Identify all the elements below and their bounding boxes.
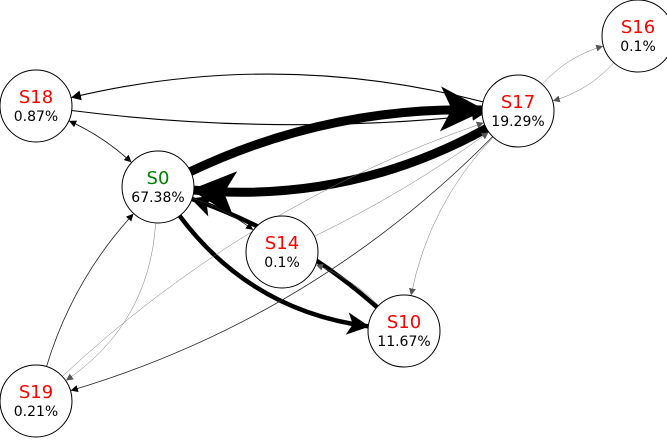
- state-circle: [0, 364, 73, 438]
- state-probability: 0.87%: [14, 109, 58, 125]
- state-label: S10: [387, 312, 421, 333]
- edge-s19-to-s0: [46, 213, 134, 367]
- state-circle: [601, 0, 667, 73]
- state-probability: 19.29%: [491, 114, 544, 130]
- state-probability: 0.1%: [620, 39, 656, 55]
- state-label: S14: [265, 233, 299, 254]
- state-probability: 0.1%: [264, 255, 300, 271]
- state-circle: [245, 215, 319, 289]
- state-label: S19: [19, 382, 53, 403]
- edge-s17-to-s19: [70, 136, 494, 392]
- edge-s10-to-s14: [316, 263, 379, 306]
- state-circle: [121, 150, 195, 224]
- edge-s14-to-s17: [314, 132, 489, 237]
- edge-s0-to-s17: [186, 86, 486, 177]
- state-circle: [481, 74, 555, 148]
- state-label: S0: [147, 168, 170, 189]
- state-circle: [0, 69, 73, 143]
- state-probability: 11.67%: [377, 334, 430, 350]
- edge-s17-to-s18: [71, 73, 484, 103]
- edge-s0-to-s10: [177, 213, 370, 335]
- state-circle: [367, 294, 441, 368]
- edge-s17-to-s0: [190, 123, 491, 217]
- edge-s0-to-s14: [191, 197, 254, 230]
- edge-s17-to-s16: [541, 44, 604, 85]
- edge-s0-to-s18: [69, 120, 132, 163]
- edge-s18-to-s17: [71, 109, 483, 126]
- edge-s18-to-s0: [68, 120, 132, 163]
- state-probability: 67.38%: [131, 190, 184, 206]
- edge-s16-to-s17: [552, 62, 615, 103]
- edge-s0-to-s19: [66, 222, 156, 381]
- edge-s17-to-s10: [408, 136, 494, 296]
- state-label: S17: [501, 92, 535, 113]
- state-label: S16: [621, 17, 655, 38]
- state-probability: 0.21%: [14, 404, 58, 420]
- state-label: S18: [19, 87, 53, 108]
